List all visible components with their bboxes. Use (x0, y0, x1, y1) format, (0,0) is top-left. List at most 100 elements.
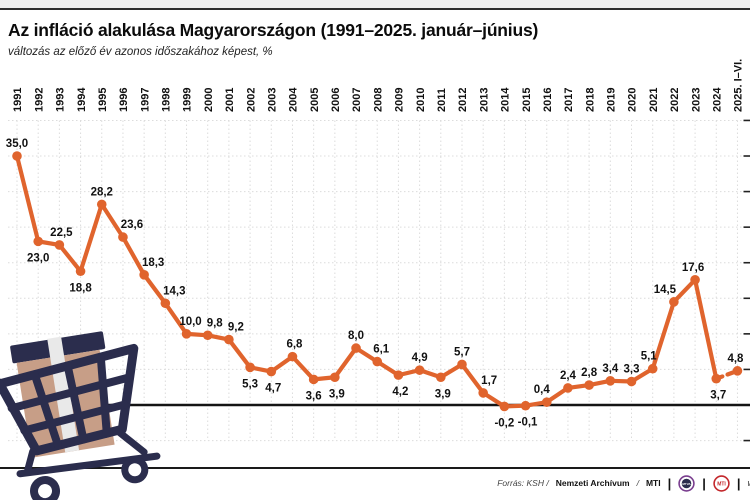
data-point-value-label: 5,7 (454, 346, 470, 358)
data-point-marker (541, 397, 552, 407)
data-point-value-label: 9,2 (228, 322, 244, 334)
footer-divider-line (0, 467, 750, 469)
shopping-cart-illustration (0, 331, 161, 500)
x-axis-year-label: 2005 (309, 88, 321, 112)
data-point-marker (626, 376, 637, 387)
data-point-marker (372, 356, 383, 367)
data-point-marker (499, 401, 510, 412)
x-axis-year-label: 2008 (372, 88, 384, 112)
x-axis-year-label: 2020 (627, 88, 639, 112)
data-point-marker (478, 388, 488, 398)
x-axis-year-label: 2000 (203, 88, 215, 112)
data-point-value-label: 10,0 (179, 316, 201, 328)
data-point-marker (436, 372, 446, 383)
data-point-value-label: 6,1 (373, 344, 390, 356)
data-point-value-label: 14,5 (654, 284, 677, 296)
data-point-marker (54, 240, 65, 250)
x-axis-year-label: 1992 (33, 88, 45, 112)
data-point-value-label: 0,4 (534, 384, 551, 396)
x-axis-year-label: 2024 (711, 87, 723, 112)
x-axis-year-label: 2014 (500, 87, 512, 112)
data-point-marker (563, 383, 573, 393)
data-point-marker (118, 232, 128, 242)
clipped-url-text: w (748, 478, 750, 488)
x-axis-year-label: 2016 (542, 88, 554, 112)
data-point-marker (711, 373, 722, 384)
data-point-value-label: 4,9 (412, 352, 428, 364)
data-point-value-label: 22,5 (50, 227, 73, 239)
data-point-value-label: 4,7 (265, 383, 281, 395)
source-divider: / (636, 478, 639, 488)
data-point-marker (266, 366, 277, 377)
x-axis-year-label: 2018 (584, 88, 596, 112)
data-point-marker (96, 199, 107, 210)
data-point-value-label: 18,8 (69, 282, 92, 294)
data-point-marker (414, 365, 425, 375)
page-title: Az infláció alakulása Magyarországon (19… (8, 20, 539, 40)
data-point-value-label: 18,3 (142, 257, 164, 269)
x-axis-year-label: 2019 (606, 88, 618, 112)
data-point-value-label: 3,4 (602, 363, 619, 375)
mti-logo-icon: MTI (713, 474, 730, 492)
x-axis-year-label: 2010 (415, 88, 427, 112)
data-point-value-label: 28,2 (91, 186, 113, 198)
x-axis-year-label: 2015 (521, 88, 533, 112)
x-axis-year-label: 1997 (139, 88, 151, 112)
cart-wheel-right (121, 456, 149, 484)
cart-wheel-left (30, 476, 61, 500)
data-point-value-label: 3,3 (624, 364, 640, 376)
data-point-value-label: 4,8 (727, 353, 744, 365)
x-axis-year-label: 2004 (288, 87, 300, 112)
data-point-value-label: 2,4 (560, 370, 577, 382)
x-axis-year-label: 2023 (690, 88, 702, 112)
data-point-marker (690, 274, 700, 285)
data-point-marker (12, 151, 22, 161)
data-point-marker (33, 236, 43, 247)
data-point-marker (520, 400, 531, 411)
data-point-value-label: 3,7 (710, 390, 726, 402)
x-axis-year-label: 2017 (563, 88, 575, 112)
data-point-value-label: 23,6 (121, 219, 143, 231)
data-point-marker (457, 359, 467, 370)
data-point-value-label: 9,8 (207, 317, 224, 329)
x-axis-year-label: 2025. I–VI. (733, 59, 745, 112)
x-axis-year-label: 2022 (669, 88, 681, 112)
x-axis-year-label: 2011 (436, 88, 448, 112)
data-point-marker (393, 370, 404, 380)
data-point-marker (202, 330, 213, 341)
footer-separator-2: | (702, 475, 706, 491)
data-point-value-label: 4,2 (392, 386, 408, 398)
x-axis-year-label: 1998 (161, 88, 173, 112)
data-point-marker (245, 362, 255, 373)
x-axis-year-label: 1995 (97, 88, 109, 112)
data-point-marker (160, 298, 171, 309)
data-point-value-label: 14,3 (163, 285, 185, 297)
data-point-marker (647, 363, 658, 374)
data-point-value-label: 3,6 (306, 390, 322, 402)
top-border-line (0, 8, 750, 10)
data-point-marker (308, 374, 319, 385)
data-point-marker (605, 376, 616, 386)
x-axis-year-label: 2007 (351, 88, 363, 112)
source-archive: Nemzeti Archívum (555, 478, 630, 488)
data-point-value-label: 5,3 (242, 378, 258, 390)
data-point-marker (732, 366, 743, 376)
data-point-marker (330, 372, 340, 383)
footer-separator-1: | (667, 475, 672, 491)
x-axis-year-label: 2001 (224, 88, 236, 112)
x-axis-year-label: 1994 (76, 87, 88, 112)
x-axis-year-label: 2009 (394, 88, 406, 112)
data-point-marker (287, 351, 298, 362)
data-point-value-label: 23,0 (27, 252, 49, 264)
x-axis-year-label: 2021 (648, 88, 660, 112)
x-axis-year-label: 1991 (12, 88, 24, 112)
x-axis-year-label: 2002 (245, 88, 257, 112)
x-axis-year-label: 2006 (330, 88, 342, 112)
top-strip (0, 0, 750, 8)
data-point-marker (584, 380, 594, 390)
data-point-marker (669, 297, 679, 307)
data-point-value-label: -0,2 (494, 417, 514, 429)
x-axis-year-label: 1993 (55, 88, 67, 112)
